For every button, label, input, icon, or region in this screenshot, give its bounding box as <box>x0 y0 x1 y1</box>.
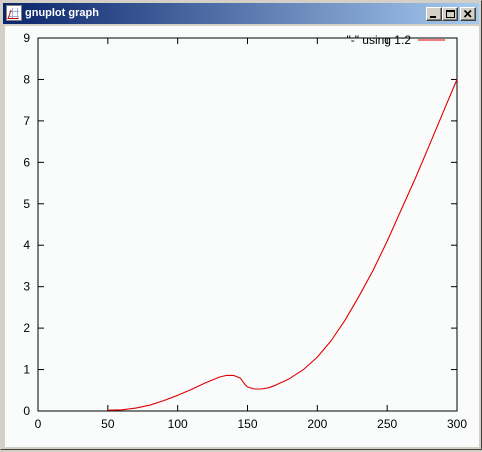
x-tick-label: 150 <box>237 417 257 431</box>
x-tick-label: 250 <box>377 417 397 431</box>
y-tick-label: 5 <box>23 197 30 211</box>
y-tick-label: 1 <box>23 363 30 377</box>
title-bar[interactable]: gnuplot graph <box>3 3 479 24</box>
minimize-button[interactable] <box>426 7 442 21</box>
x-tick-label: 200 <box>307 417 327 431</box>
close-icon <box>463 9 472 18</box>
series-line <box>107 79 458 411</box>
y-tick-label: 0 <box>23 404 30 418</box>
window-title: gnuplot graph <box>25 7 99 19</box>
y-tick-label: 8 <box>23 72 30 86</box>
gnuplot-app-icon[interactable] <box>6 5 22 21</box>
series-group <box>107 79 458 411</box>
plot-area: 0 50 100 150 200 250 300 0 1 2 3 4 5 6 7 8 9 "-" using 1… <box>5 26 479 447</box>
legend-label: "-" using 1:2 <box>346 33 411 47</box>
x-tick-label: 0 <box>35 417 42 431</box>
x-tick-label: 300 <box>447 417 467 431</box>
y-tick-label: 3 <box>23 280 30 294</box>
y-tick-label: 7 <box>23 114 30 128</box>
x-tick-label: 50 <box>101 417 115 431</box>
maximize-button[interactable] <box>442 7 458 21</box>
close-button[interactable] <box>460 7 476 21</box>
axes: 0 50 100 150 200 250 300 0 1 2 3 4 5 6 7 8 9 <box>23 31 467 431</box>
line-chart: 0 50 100 150 200 250 300 0 1 2 3 4 5 6 7 8 9 "-" using 1… <box>23 31 467 431</box>
y-tick-label: 9 <box>23 31 30 45</box>
y-tick-label: 4 <box>23 238 30 252</box>
legend: "-" using 1:2 <box>346 33 445 47</box>
y-tick-label: 6 <box>23 155 30 169</box>
y-tick-label: 2 <box>23 321 30 335</box>
minimize-icon <box>430 16 436 18</box>
x-tick-label: 100 <box>168 417 188 431</box>
maximize-icon <box>446 10 455 18</box>
